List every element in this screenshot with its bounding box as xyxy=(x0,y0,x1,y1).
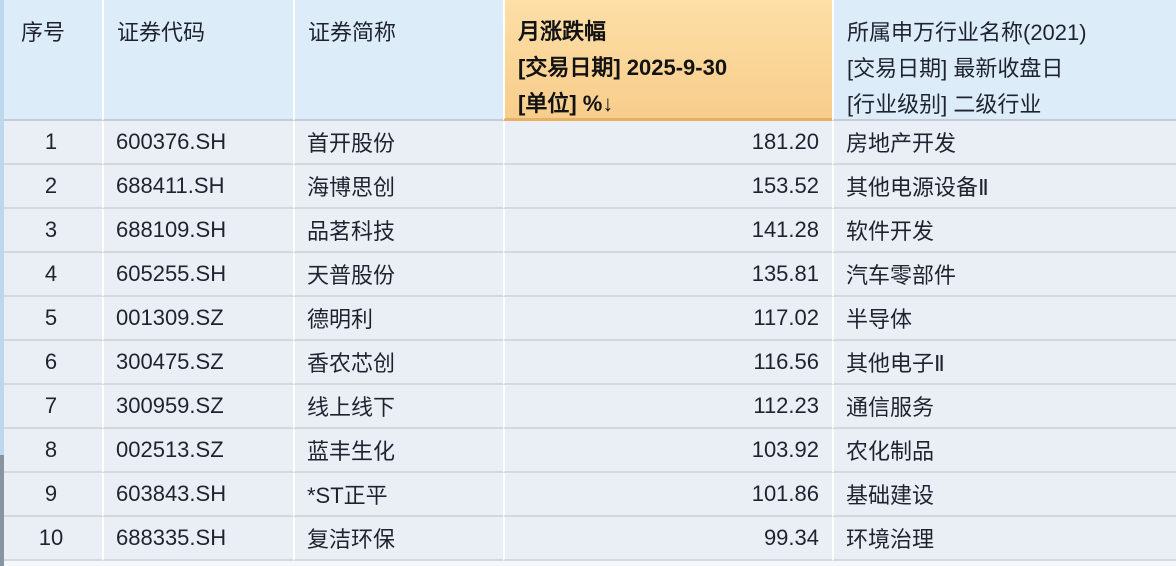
cell-index[interactable]: 1 xyxy=(0,121,102,165)
cell-industry[interactable]: 农化制品 xyxy=(832,429,1176,473)
cell-name[interactable]: 复洁环保 xyxy=(293,517,503,561)
cell-code[interactable]: 688411.SH xyxy=(102,165,293,209)
header-label-name: 证券简称 xyxy=(308,20,397,45)
cell-industry[interactable]: 半导体 xyxy=(832,297,1176,341)
cell-name[interactable]: 天普股份 xyxy=(293,253,503,297)
left-edge-scrollbar-fragment xyxy=(0,455,4,566)
cell-index[interactable]: 6 xyxy=(0,341,102,385)
cell-name[interactable]: 海博思创 xyxy=(293,165,503,209)
cell-code[interactable]: 688109.SH xyxy=(102,209,293,253)
cell-name[interactable]: 线上线下 xyxy=(293,385,503,429)
cell-index[interactable]: 8 xyxy=(0,429,102,473)
cell-index[interactable]: 4 xyxy=(0,253,102,297)
cell-change[interactable]: 116.56 xyxy=(503,341,832,385)
cell-industry[interactable]: 房地产开发 xyxy=(832,121,1176,165)
header-label-index: 序号 xyxy=(21,20,66,45)
cell-change[interactable]: 103.92 xyxy=(503,429,832,473)
cell-industry[interactable]: 软件开发 xyxy=(832,209,1176,253)
cell-change[interactable]: 141.28 xyxy=(503,209,832,253)
cell-industry[interactable]: 通信服务 xyxy=(832,385,1176,429)
next-row-partial xyxy=(0,561,1176,566)
header-label-industry-title: 所属申万行业名称(2021) xyxy=(847,20,1087,45)
cell-name[interactable]: 品茗科技 xyxy=(293,209,503,253)
cell-code[interactable]: 002513.SZ xyxy=(102,429,293,473)
cell-change[interactable]: 153.52 xyxy=(503,165,832,209)
cell-index[interactable]: 10 xyxy=(0,517,102,561)
header-col-industry[interactable]: 所属申万行业名称(2021) [交易日期] 最新收盘日 [行业级别] 二级行业 xyxy=(832,0,1176,121)
header-col-change-sorted[interactable]: 月涨跌幅 [交易日期] 2025-9-30 [单位] %↓ xyxy=(503,0,832,121)
header-label-code: 证券代码 xyxy=(117,20,206,45)
header-label-change-trade-date: [交易日期] 2025-9-30 xyxy=(518,55,728,80)
header-label-change-title: 月涨跌幅 xyxy=(518,19,607,44)
cell-code[interactable]: 300475.SZ xyxy=(102,341,293,385)
cell-code[interactable]: 605255.SH xyxy=(102,253,293,297)
cell-change[interactable]: 112.23 xyxy=(503,385,832,429)
cell-code[interactable]: 600376.SH xyxy=(102,121,293,165)
cell-industry[interactable]: 基础建设 xyxy=(832,473,1176,517)
left-edge-strip xyxy=(0,0,4,455)
cell-change[interactable]: 101.86 xyxy=(503,473,832,517)
cell-index[interactable]: 3 xyxy=(0,209,102,253)
cell-name[interactable]: 蓝丰生化 xyxy=(293,429,503,473)
cell-code[interactable]: 688335.SH xyxy=(102,517,293,561)
cell-code[interactable]: 300959.SZ xyxy=(102,385,293,429)
cell-index[interactable]: 9 xyxy=(0,473,102,517)
cell-name[interactable]: *ST正平 xyxy=(293,473,503,517)
cell-change[interactable]: 117.02 xyxy=(503,297,832,341)
cell-index[interactable]: 7 xyxy=(0,385,102,429)
cell-index[interactable]: 5 xyxy=(0,297,102,341)
cell-name[interactable]: 香农芯创 xyxy=(293,341,503,385)
cell-industry[interactable]: 汽车零部件 xyxy=(832,253,1176,297)
cell-change[interactable]: 99.34 xyxy=(503,517,832,561)
header-label-change-unit-sort-desc: [单位] %↓ xyxy=(518,91,614,116)
cell-industry[interactable]: 其他电子Ⅱ xyxy=(832,341,1176,385)
header-col-code[interactable]: 证券代码 xyxy=(102,0,293,121)
cell-change[interactable]: 135.81 xyxy=(503,253,832,297)
cell-industry[interactable]: 环境治理 xyxy=(832,517,1176,561)
cell-code[interactable]: 001309.SZ xyxy=(102,297,293,341)
cell-name[interactable]: 德明利 xyxy=(293,297,503,341)
cell-name[interactable]: 首开股份 xyxy=(293,121,503,165)
header-label-industry-level: [行业级别] 二级行业 xyxy=(847,92,1042,117)
header-col-name[interactable]: 证券简称 xyxy=(293,0,503,121)
header-label-industry-trade-date: [交易日期] 最新收盘日 xyxy=(847,56,1064,81)
cell-code[interactable]: 603843.SH xyxy=(102,473,293,517)
cell-industry[interactable]: 其他电源设备Ⅱ xyxy=(832,165,1176,209)
cell-index[interactable]: 2 xyxy=(0,165,102,209)
cell-change[interactable]: 181.20 xyxy=(503,121,832,165)
header-col-index[interactable]: 序号 xyxy=(0,0,102,121)
